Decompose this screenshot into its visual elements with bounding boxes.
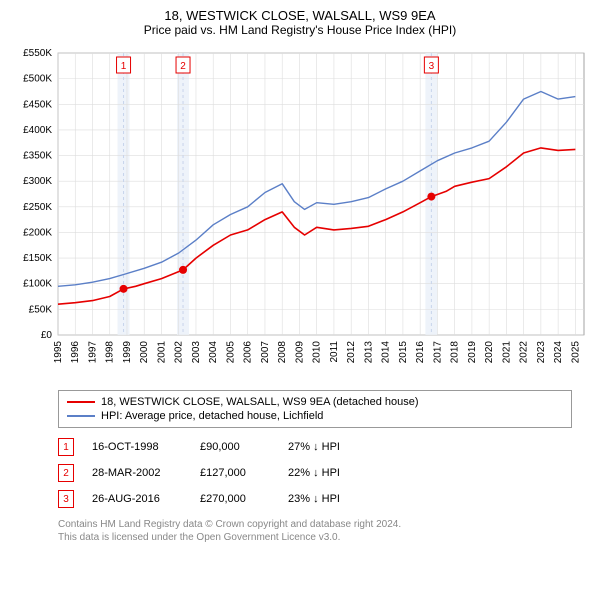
svg-text:2007: 2007 [260,341,271,364]
legend-item: HPI: Average price, detached house, Lich… [67,409,563,423]
svg-text:2014: 2014 [381,341,392,364]
legend-item: 18, WESTWICK CLOSE, WALSALL, WS9 9EA (de… [67,395,563,409]
event-price: £127,000 [200,467,270,479]
svg-text:2013: 2013 [363,341,374,364]
svg-text:2: 2 [180,61,186,72]
svg-text:2011: 2011 [329,341,340,363]
svg-text:£100K: £100K [23,279,52,290]
legend-swatch [67,401,95,403]
svg-text:2018: 2018 [450,341,461,364]
event-row: 2 28-MAR-2002 £127,000 22% ↓ HPI [58,460,572,486]
svg-text:2009: 2009 [294,341,305,364]
svg-text:2005: 2005 [225,341,236,364]
svg-text:1996: 1996 [70,341,81,364]
page-title: 18, WESTWICK CLOSE, WALSALL, WS9 9EA [8,8,592,23]
event-row: 3 26-AUG-2016 £270,000 23% ↓ HPI [58,486,572,512]
footnote: Contains HM Land Registry data © Crown c… [58,518,572,544]
svg-text:2008: 2008 [277,341,288,364]
svg-text:2006: 2006 [243,341,254,364]
svg-text:£300K: £300K [23,176,52,187]
svg-text:2021: 2021 [501,341,512,364]
event-diff: 22% ↓ HPI [288,467,378,479]
svg-text:£450K: £450K [23,99,52,110]
svg-text:£250K: £250K [23,202,52,213]
svg-text:£350K: £350K [23,151,52,162]
legend: 18, WESTWICK CLOSE, WALSALL, WS9 9EA (de… [58,390,572,428]
footnote-line-1: Contains HM Land Registry data © Crown c… [58,518,572,531]
event-date: 26-AUG-2016 [92,493,182,505]
svg-text:2002: 2002 [174,341,185,364]
svg-text:2020: 2020 [484,341,495,364]
svg-text:2001: 2001 [156,341,167,364]
event-date: 16-OCT-1998 [92,441,182,453]
svg-text:2024: 2024 [553,341,564,364]
price-chart: £0 £50K £100K £150K £200K £250K £300K £350K £400… [8,45,592,380]
svg-text:2017: 2017 [432,341,443,364]
svg-text:1: 1 [121,61,127,72]
svg-text:2015: 2015 [398,341,409,364]
legend-swatch [67,415,95,417]
event-diff: 23% ↓ HPI [288,493,378,505]
svg-text:2025: 2025 [570,341,581,364]
svg-text:2000: 2000 [139,341,150,364]
svg-text:2010: 2010 [312,341,323,364]
event-diff: 27% ↓ HPI [288,441,378,453]
legend-label: HPI: Average price, detached house, Lich… [101,410,323,422]
page-subtitle: Price paid vs. HM Land Registry's House … [8,23,592,37]
svg-text:1995: 1995 [53,341,64,364]
legend-label: 18, WESTWICK CLOSE, WALSALL, WS9 9EA (de… [101,396,419,408]
event-date: 28-MAR-2002 [92,467,182,479]
svg-text:£200K: £200K [23,227,52,238]
svg-text:2023: 2023 [536,341,547,364]
svg-text:1999: 1999 [122,341,133,364]
svg-text:£150K: £150K [23,253,52,264]
svg-text:£400K: £400K [23,125,52,136]
event-marker: 2 [58,464,74,482]
svg-text:£50K: £50K [29,304,53,315]
svg-text:£500K: £500K [23,74,52,85]
svg-text:2019: 2019 [467,341,478,364]
svg-text:2004: 2004 [208,341,219,364]
event-marker: 3 [58,490,74,508]
svg-text:1997: 1997 [87,341,98,364]
svg-text:£0: £0 [41,330,53,341]
footnote-line-2: This data is licensed under the Open Gov… [58,531,572,544]
svg-text:2003: 2003 [191,341,202,364]
event-price: £270,000 [200,493,270,505]
event-price: £90,000 [200,441,270,453]
event-row: 1 16-OCT-1998 £90,000 27% ↓ HPI [58,434,572,460]
chart-svg: £0 £50K £100K £150K £200K £250K £300K £350K £400… [8,45,592,380]
svg-text:£550K: £550K [23,48,52,59]
events-table: 1 16-OCT-1998 £90,000 27% ↓ HPI 2 28-MAR-2002… [58,434,572,512]
svg-text:2012: 2012 [346,341,357,364]
svg-text:1998: 1998 [105,341,116,364]
svg-text:2022: 2022 [519,341,530,364]
svg-text:2016: 2016 [415,341,426,364]
event-marker: 1 [58,438,74,456]
svg-text:3: 3 [429,61,435,72]
